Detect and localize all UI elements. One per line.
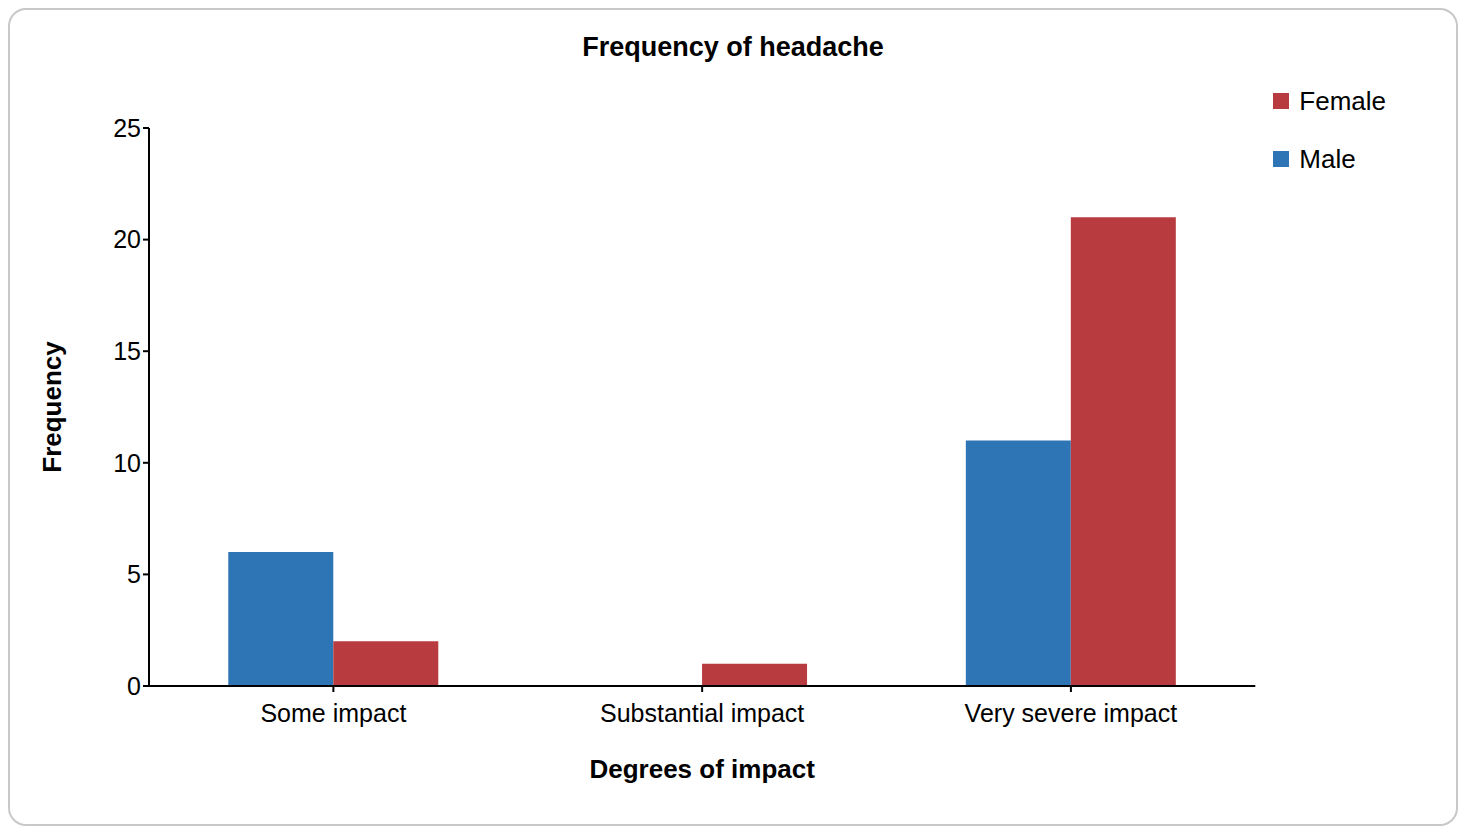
svg-text:5: 5 — [127, 560, 141, 588]
svg-text:Degrees of impact: Degrees of impact — [589, 754, 815, 784]
svg-text:20: 20 — [113, 225, 141, 253]
svg-text:25: 25 — [113, 114, 141, 142]
html-text:Male: Male — [1299, 143, 1356, 174]
html-text:Frequency of headache: Frequency of headache — [582, 32, 884, 62]
svg-text:Very severe impact: Very severe impact — [965, 699, 1178, 727]
svg-text:0: 0 — [127, 672, 141, 700]
svg-text:Some impact: Some impact — [260, 699, 406, 727]
svg-text:15: 15 — [113, 337, 141, 365]
svg-text:10: 10 — [113, 449, 141, 477]
svg-text:Frequency: Frequency — [37, 341, 67, 473]
svg-text:Substantial impact: Substantial impact — [600, 699, 804, 727]
html-text:Female: Female — [1299, 85, 1386, 116]
